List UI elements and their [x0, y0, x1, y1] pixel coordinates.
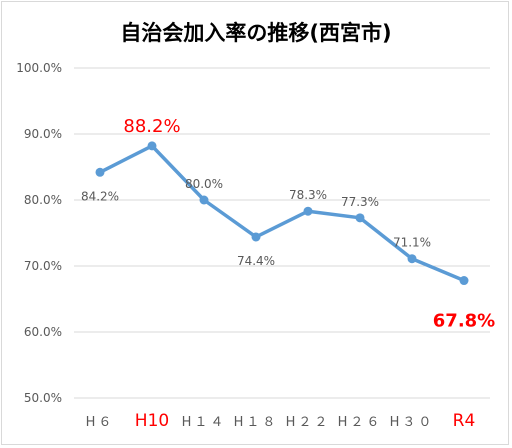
chart-title: 自治会加入率の推移(西宮市) — [120, 21, 391, 45]
grid-lines — [74, 67, 490, 399]
x-tick-label: R4 — [453, 411, 476, 431]
data-labels-group: 84.2% 88.2% 80.0% 74.4% 78.3% 77.3% 71.1% 67.8% — [81, 116, 495, 332]
data-point — [251, 232, 261, 242]
data-label: 78.3% — [289, 188, 327, 202]
data-point — [147, 141, 157, 151]
y-axis-ticks: 50.0% 60.0% 70.0% 80.0% 90.0% 100.0% — [16, 61, 62, 405]
x-axis-ticks: H６ H10 H１４ H１８ H２２ H２６ H３０ R4 — [86, 411, 476, 431]
x-tick-label: H２６ — [338, 415, 383, 430]
data-point — [355, 213, 365, 223]
x-tick-label: H１４ — [182, 415, 227, 430]
data-label: 74.4% — [237, 254, 275, 268]
y-tick-label: 50.0% — [24, 391, 62, 405]
x-tick-label: H１８ — [234, 415, 279, 430]
y-tick-label: 70.0% — [24, 259, 62, 273]
data-point — [459, 276, 469, 286]
data-label: 77.3% — [341, 195, 379, 209]
x-tick-label: H10 — [135, 411, 169, 431]
data-label: 67.8% — [433, 311, 495, 332]
data-point — [199, 195, 209, 205]
y-tick-label: 90.0% — [24, 127, 62, 141]
x-tick-label: H２２ — [286, 415, 331, 430]
data-label: 71.1% — [393, 236, 431, 250]
y-tick-label: 60.0% — [24, 325, 62, 339]
x-tick-label: H６ — [86, 415, 115, 430]
data-label: 84.2% — [81, 189, 119, 203]
data-point — [303, 206, 313, 216]
data-point — [95, 167, 105, 177]
series-line — [99, 144, 465, 283]
data-label: 88.2% — [123, 116, 180, 137]
series-group — [95, 141, 469, 286]
y-tick-label: 80.0% — [24, 193, 62, 207]
y-tick-label: 100.0% — [16, 61, 62, 75]
x-tick-label: H３０ — [390, 415, 435, 430]
data-label: 80.0% — [185, 177, 223, 191]
data-point — [407, 254, 417, 264]
